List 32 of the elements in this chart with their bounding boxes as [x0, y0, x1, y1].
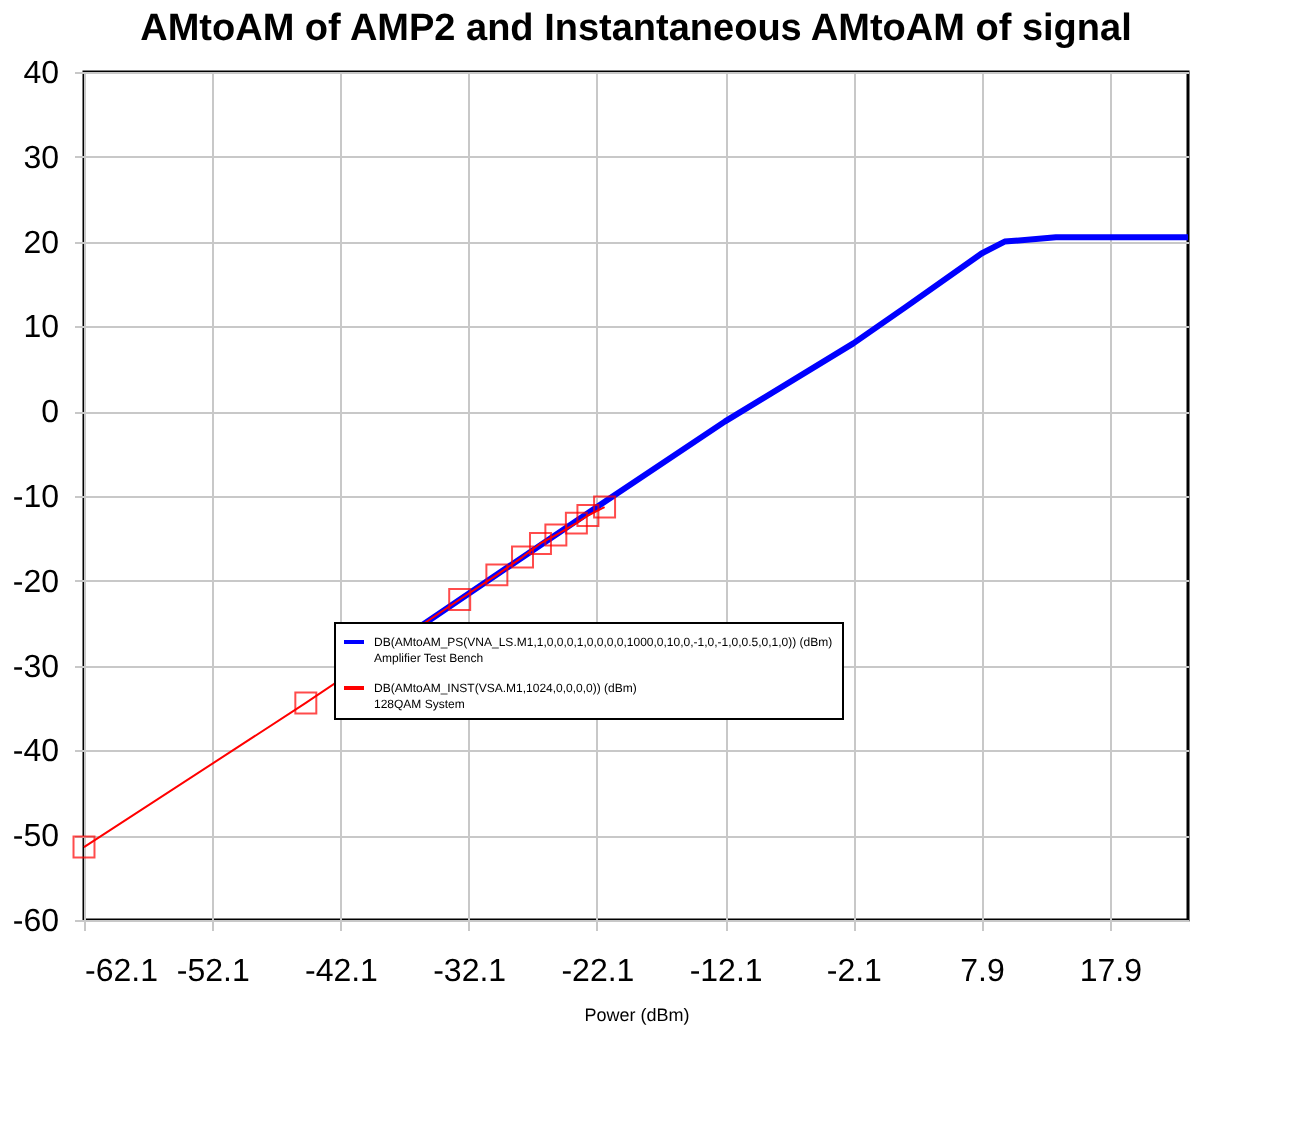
x-tick-label: -62.1: [85, 955, 159, 989]
x-tick-label: -42.1: [304, 955, 379, 989]
point: [485, 563, 509, 587]
point: [448, 587, 472, 611]
y-tick-label: -10: [12, 481, 60, 515]
point: [576, 504, 600, 527]
x-tick-label: -12.1: [689, 955, 763, 989]
y-tick-label: -60: [12, 905, 60, 939]
y-tick-label: -40: [12, 735, 60, 770]
point: [72, 835, 96, 859]
x-tick-label: -2.1: [826, 955, 883, 989]
point: [544, 523, 568, 547]
y-tick-label: 0: [41, 396, 60, 431]
point: [564, 511, 588, 535]
y-tick-label: -30: [12, 650, 60, 685]
y-tick-label: 10: [23, 311, 60, 346]
x-axis-title: Power (dBm): [584, 1005, 690, 1025]
chart-title: AMtoAM of AMP2 and Instantaneous AMtoAM of signal: [140, 8, 1132, 50]
point: [511, 545, 535, 569]
x-tick-label: 7.9: [960, 955, 1005, 989]
y-tick-label: -20: [12, 565, 60, 600]
x-tick-label: -32.1: [433, 955, 507, 989]
point: [528, 532, 552, 555]
point: [294, 691, 318, 715]
y-tick-label: 30: [23, 141, 60, 176]
point: [593, 495, 617, 519]
y-tick-label: -50: [12, 820, 60, 855]
x-tick-label: 17.9: [1079, 955, 1143, 989]
x-tick-label: -22.1: [561, 955, 635, 989]
y-tick-label: 40: [23, 57, 60, 91]
y-tick-label: 20: [23, 226, 60, 261]
x-tick-label: -52.1: [176, 955, 250, 989]
